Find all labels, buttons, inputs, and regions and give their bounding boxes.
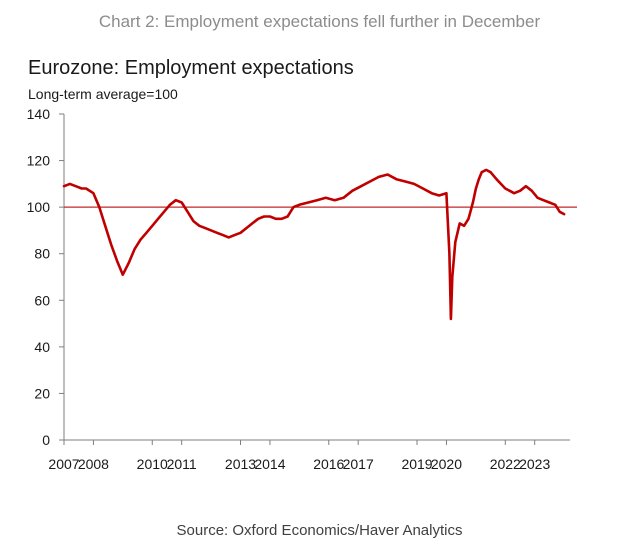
chart-subtitle: Long-term average=100 <box>28 86 178 102</box>
x-tick-label: 2023 <box>519 456 550 472</box>
y-tick-label: 120 <box>27 153 51 169</box>
chart-source: Source: Oxford Economics/Haver Analytics <box>176 522 463 539</box>
x-tick-label: 2008 <box>78 456 109 472</box>
x-tick-label: 2020 <box>431 456 462 472</box>
x-tick-label: 2022 <box>490 456 521 472</box>
y-tick-label: 0 <box>42 432 50 448</box>
y-tick-label: 40 <box>34 339 50 355</box>
x-tick-label: 2016 <box>313 456 344 472</box>
y-tick-label: 60 <box>34 292 50 308</box>
employment-expectations-line <box>62 168 566 321</box>
y-axis-ticks: 0 20 40 60 80 100 120 140 <box>27 106 64 448</box>
x-tick-label: 2010 <box>137 456 168 472</box>
x-tick-label: 2019 <box>401 456 432 472</box>
y-tick-label: 20 <box>34 385 50 401</box>
y-tick-label: 80 <box>34 246 50 262</box>
chart-caption: Chart 2: Employment expectations fell fu… <box>98 12 541 31</box>
x-tick-label: 2007 <box>48 456 79 472</box>
x-tick-label: 2017 <box>343 456 374 472</box>
chart-title: Eurozone: Employment expectations <box>28 57 354 79</box>
y-tick-label: 140 <box>27 106 51 122</box>
x-tick-label: 2011 <box>167 456 197 472</box>
x-tick-label: 2014 <box>254 456 285 472</box>
y-tick-label: 100 <box>27 199 51 215</box>
x-tick-label: 2013 <box>225 456 256 472</box>
